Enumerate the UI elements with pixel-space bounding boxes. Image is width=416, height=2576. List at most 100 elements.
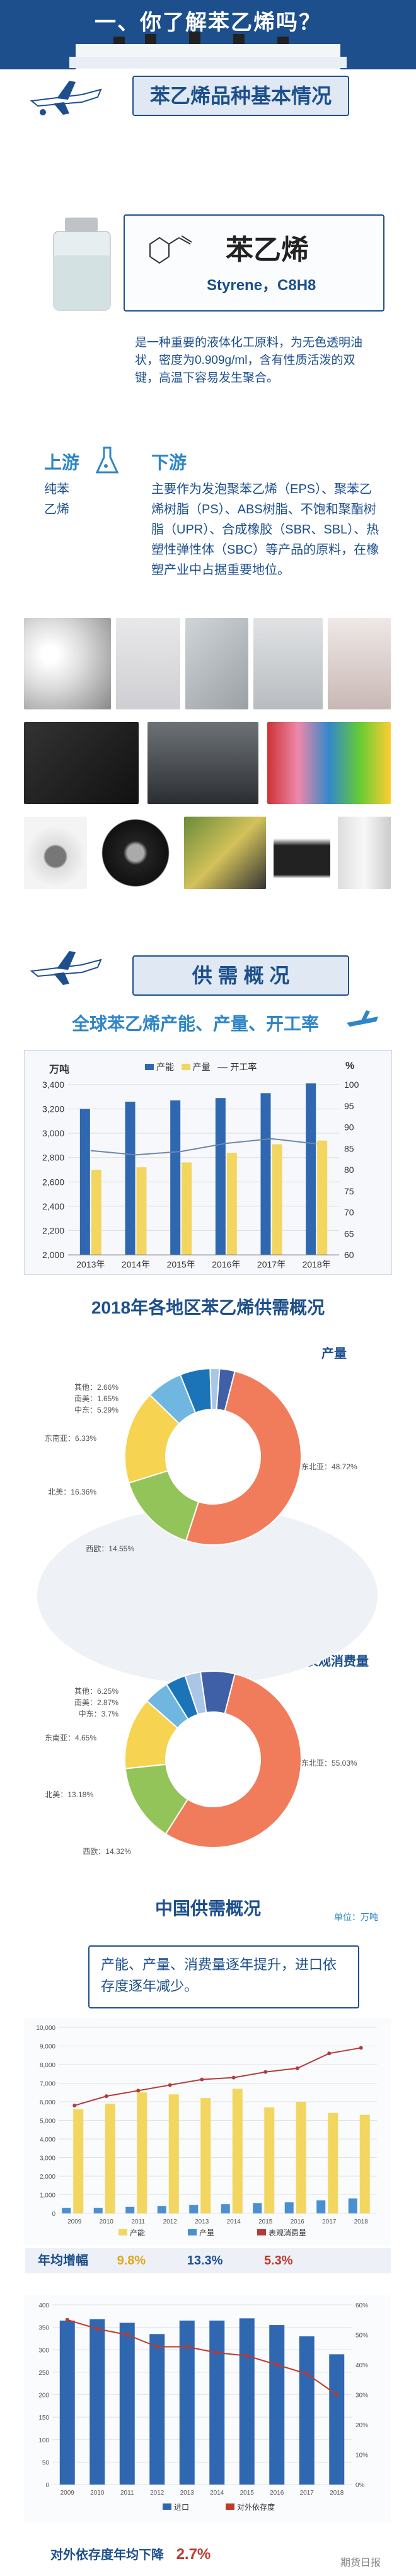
y2-tick-label: 90 [344, 1122, 354, 1133]
bar-capacity [215, 1098, 226, 1255]
y-tick-label: 200 [38, 2392, 49, 2399]
x-tick-label: 2012 [163, 2218, 178, 2225]
photo-eps-beads [24, 618, 111, 709]
legend-swatch [188, 2229, 197, 2235]
photo-laptop [24, 722, 139, 804]
pie-label: 中东：5.29% [74, 1405, 118, 1414]
chart3-unit: 单位：万吨 [334, 1912, 378, 1922]
bar-output [272, 1144, 282, 1255]
point-consumption [359, 2046, 363, 2050]
pie-label: 南美：2.87% [74, 1698, 118, 1707]
y-tick-label: 0 [45, 2482, 49, 2489]
legend-capacity: 产能 [156, 1062, 174, 1072]
bar-output [91, 1170, 101, 1255]
bar-output [253, 2203, 262, 2213]
bar-capacity [79, 1109, 90, 1255]
legend-rate: 开工率 [230, 1062, 257, 1072]
pie-label: 中东：3.7% [79, 1709, 119, 1718]
y-tick-label: 5,000 [40, 2118, 55, 2125]
chart4-footer: 对外依存度年均下降 2.7% [50, 2544, 211, 2563]
pie-slice-其他 [216, 1368, 236, 1412]
x-tick-label: 2013年 [76, 1259, 105, 1269]
pie-label: 北美：13.18% [45, 1790, 93, 1799]
y-tick-label: 2,800 [42, 1153, 64, 1163]
x-tick-label: 2013 [195, 2218, 209, 2225]
bar-output [125, 2206, 135, 2213]
pie-label: 西欧：14.32% [83, 1847, 131, 1856]
chart3-note: 产能、产量、消费量逐年提升，进口依存度逐年减少。 [88, 1945, 359, 2008]
header-banner: 一、你了解苯乙烯吗？ [0, 0, 416, 69]
chart1-yunit: 万吨 [49, 1064, 70, 1075]
chart2-svg: 东北亚：48.72% 西欧：14.55% 北美：16.36% 东南亚：6.33% 中东：… [37, 1368, 378, 1856]
pie-label: 其他：2.66% [74, 1383, 118, 1392]
y2-tick-label: 70 [344, 1208, 354, 1218]
x-tick-label: 2015 [258, 2218, 273, 2225]
photo-sheets [328, 618, 391, 709]
x-tick-label: 2009 [61, 2490, 75, 2497]
x-tick-label: 2016 [270, 2490, 284, 2497]
y-tick-label: 8,000 [40, 2062, 55, 2069]
formula-panel: 苯乙烯 Styrene，C8H8 [124, 214, 384, 312]
bar-output [136, 1167, 147, 1255]
upstream-title: 上游 [44, 453, 80, 472]
y-tick-label: 150 [38, 2415, 49, 2422]
y2-tick-label: 20% [355, 2422, 368, 2429]
pie-label: 东南亚：4.65% [45, 1733, 96, 1742]
x-tick-label: 2017 [300, 2490, 315, 2497]
pie-slice-东北亚 [165, 1673, 302, 1848]
x-tick-label: 2017 [322, 2218, 337, 2225]
bar-output [157, 2206, 166, 2213]
chart3-svg: 0 1,000 2,000 3,000 4,000 5,000 6,000 7,000 8,00… [24, 2018, 391, 2245]
bar-capacity [296, 2102, 306, 2213]
bar-import [149, 2334, 165, 2485]
photo-telephone [274, 817, 330, 889]
page-title: 一、你了解苯乙烯吗？ [95, 11, 321, 35]
bar-output [182, 1162, 192, 1255]
bar-import [299, 2336, 315, 2485]
growth-label: 年均增幅 [38, 2254, 88, 2268]
bar-capacity [200, 2098, 211, 2213]
y2-tick-label: 0% [355, 2482, 365, 2489]
pie-label: 其他：6.25% [74, 1687, 118, 1696]
y-tick-label: 2,000 [42, 1250, 64, 1260]
legend-label: 进口 [174, 2503, 189, 2512]
y-tick-label: 250 [38, 2370, 49, 2377]
downstream-text: 主要作为发泡聚苯乙烯（EPS）、聚苯乙烯树脂（PS）、ABS树脂、不饱和聚酯树脂… [151, 482, 379, 577]
bar-capacity [170, 1100, 181, 1255]
x-tick-label: 2018 [354, 2218, 369, 2225]
dependence-label: 对外依存度年均下降 [50, 2548, 164, 2562]
bar-capacity [168, 2094, 179, 2213]
y2-tick-label: 30% [355, 2392, 368, 2399]
y-tick-label: 9,000 [40, 2044, 55, 2051]
airplane-icon [30, 81, 102, 115]
bar-output [93, 2208, 103, 2213]
bar-import [329, 2354, 345, 2485]
y2-tick-label: 50% [355, 2333, 368, 2340]
y-tick-label: 400 [38, 2302, 49, 2309]
series-line-dependence [67, 2319, 337, 2396]
bar-import [209, 2320, 225, 2485]
x-tick-label: 2018年 [303, 1259, 331, 1269]
y2-tick-label: 65 [344, 1228, 354, 1238]
y-tick-label: 350 [38, 2325, 49, 2332]
y2-tick-label: 40% [355, 2362, 368, 2369]
watermark: 期货日报 [340, 2558, 381, 2568]
y-tick-label: 10,000 [36, 2025, 55, 2032]
bar-output [62, 2208, 71, 2213]
x-tick-label: 2016 [291, 2218, 305, 2225]
legend-swatch [257, 2229, 266, 2235]
bar-capacity [306, 1083, 316, 1255]
chart4-svg: 0 50 100 150 200 250 300 350 400 0% 10% 20% 30% 40% 50… [24, 2295, 391, 2522]
bar-capacity [328, 2113, 338, 2213]
x-tick-label: 2009 [67, 2218, 82, 2225]
flask-icon [95, 446, 119, 474]
pie-label: 北美：16.36% [48, 1488, 96, 1496]
pie-label: 东北亚：55.03% [301, 1759, 357, 1768]
x-tick-label: 2015年 [167, 1259, 195, 1269]
photo-foam [116, 618, 180, 709]
photo-shoe-sole [184, 817, 266, 889]
y2-tick-label: 60% [355, 2302, 368, 2309]
growth-consumption: 5.3% [264, 2254, 293, 2268]
x-tick-label: 2010 [100, 2218, 114, 2225]
pie-slice-其他 [199, 1670, 236, 1715]
